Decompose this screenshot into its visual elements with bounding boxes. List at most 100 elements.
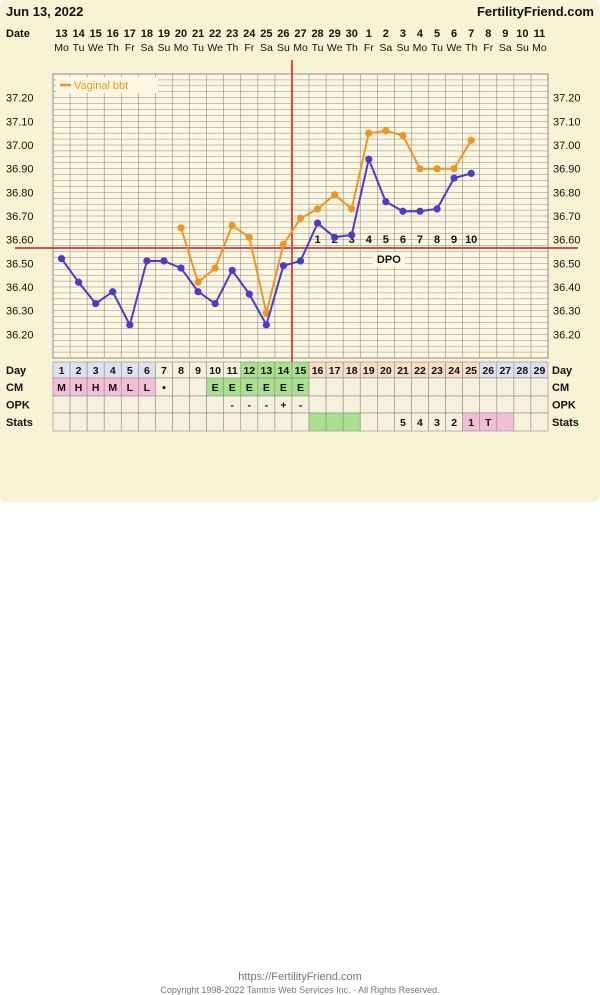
blue-series-point <box>399 207 407 215</box>
opk-row-label: OPK <box>6 400 30 412</box>
stats-cell-bg <box>189 412 207 432</box>
vaginal-series-point <box>433 165 441 173</box>
blue-series-point <box>177 264 185 272</box>
weekday-label: We <box>207 42 223 54</box>
date-label: 30 <box>346 28 358 40</box>
opk-cell-bg <box>189 395 207 414</box>
cm-cell-bg <box>342 377 361 397</box>
stats-cell-bg <box>342 412 361 432</box>
opk-cell-bg <box>377 395 395 414</box>
opk-cell-bg <box>325 395 344 414</box>
y-tick-label: 36.20 <box>6 329 34 341</box>
blue-series-point <box>433 205 441 213</box>
fertility-chart: Jun 13, 2022 FertilityFriend.com Date 13… <box>6 4 594 432</box>
y-tick-label: 37.20 <box>6 93 34 105</box>
date-label: 15 <box>90 28 102 40</box>
blue-series-point <box>228 266 236 275</box>
day-cell: 6 <box>144 365 150 377</box>
dpo-label: 8 <box>434 234 440 246</box>
cm-cell: M <box>57 382 66 394</box>
cm-cell: H <box>75 382 83 394</box>
weekday-label: Th <box>226 42 238 54</box>
vaginal-series-point <box>194 278 202 286</box>
day-cell: 26 <box>482 365 494 377</box>
day-cell: 2 <box>76 365 82 377</box>
cm-cell-bg <box>479 377 498 397</box>
cm-cell: E <box>246 382 253 394</box>
date-label: 2 <box>383 28 389 40</box>
cm-cell: E <box>229 382 236 394</box>
weekday-label: Mo <box>174 42 189 54</box>
opk-cell-bg <box>342 395 361 414</box>
day-cell: 15 <box>295 365 307 377</box>
blue-series-point <box>262 321 270 329</box>
weekday-label: We <box>446 42 462 54</box>
blue-series-point <box>348 231 356 239</box>
blue-series-point <box>313 219 322 227</box>
stats-cell-bg <box>513 412 532 432</box>
chart-date: Jun 13, 2022 <box>6 4 83 19</box>
day-cell: 29 <box>534 365 546 377</box>
opk-cell: - <box>230 400 234 412</box>
stats-cell: T <box>485 417 492 429</box>
date-label: 18 <box>141 28 153 40</box>
cm-cell-bg <box>428 377 446 397</box>
opk-cell-bg <box>308 395 327 414</box>
cm-cell-bg <box>394 377 412 397</box>
opk-cell-bg <box>445 395 463 414</box>
y-tick-label: 36.90 <box>6 164 34 176</box>
dpo-label: 4 <box>366 234 373 246</box>
blue-series-point <box>160 257 168 265</box>
cm-cell-bg <box>359 377 378 397</box>
y-tick-label-right: 37.20 <box>553 93 581 105</box>
day-cell: 8 <box>178 365 184 377</box>
cm-cell: M <box>108 382 117 394</box>
date-label: 29 <box>329 28 341 40</box>
vaginal-series-point <box>348 205 356 213</box>
opk-cell: - <box>299 400 303 412</box>
weekday-label: Su <box>516 42 529 54</box>
y-tick-label-right: 36.30 <box>553 306 581 318</box>
weekday-label: We <box>88 42 104 54</box>
day-cell: 1 <box>59 365 65 377</box>
dpo-label: 10 <box>465 234 477 246</box>
dpo-text: DPO <box>377 254 401 266</box>
cm-row-label: CM <box>6 382 23 394</box>
dpo-label: 7 <box>417 234 423 246</box>
stats-cell-bg <box>69 412 88 432</box>
blue-series-point <box>57 255 66 263</box>
date-label: 6 <box>451 28 457 40</box>
footer-copyright: Copyright 1998-2022 Tamtris Web Services… <box>160 985 440 995</box>
y-tick-label: 36.50 <box>6 258 34 270</box>
stats-cell: 4 <box>417 417 423 429</box>
weekday-label: Fr <box>364 42 374 54</box>
date-label: 25 <box>260 28 272 40</box>
date-label: 4 <box>417 28 424 40</box>
blue-series-point <box>279 262 288 270</box>
date-label: 27 <box>294 28 306 40</box>
site-name: FertilityFriend.com <box>477 4 594 19</box>
stats-cell-bg <box>120 412 139 432</box>
blue-series-point <box>450 174 458 182</box>
cm-cell-bg <box>308 377 327 397</box>
weekday-label: Tu <box>312 42 324 54</box>
date-label: 24 <box>243 28 256 40</box>
weekday-label: Sa <box>379 42 392 54</box>
opk-row-label-right: OPK <box>552 400 576 412</box>
y-tick-label: 36.60 <box>6 235 34 247</box>
day-cell: 7 <box>161 365 167 377</box>
weekday-label: Fr <box>125 42 135 54</box>
blue-series-point <box>126 321 134 329</box>
y-tick-label: 37.10 <box>6 116 34 128</box>
date-label: 26 <box>277 28 289 40</box>
footer-url: https://FertilityFriend.com <box>238 971 362 983</box>
cm-cell-bg <box>411 377 429 397</box>
cm-cell-bg <box>462 377 481 397</box>
day-cell: 14 <box>278 365 290 377</box>
weekday-label: Sa <box>140 42 153 54</box>
opk-cell: + <box>280 400 286 412</box>
blue-series-point <box>211 299 219 308</box>
date-label: 23 <box>226 28 238 40</box>
y-tick-label-right: 36.50 <box>553 258 581 270</box>
stats-cell-bg <box>138 412 156 432</box>
